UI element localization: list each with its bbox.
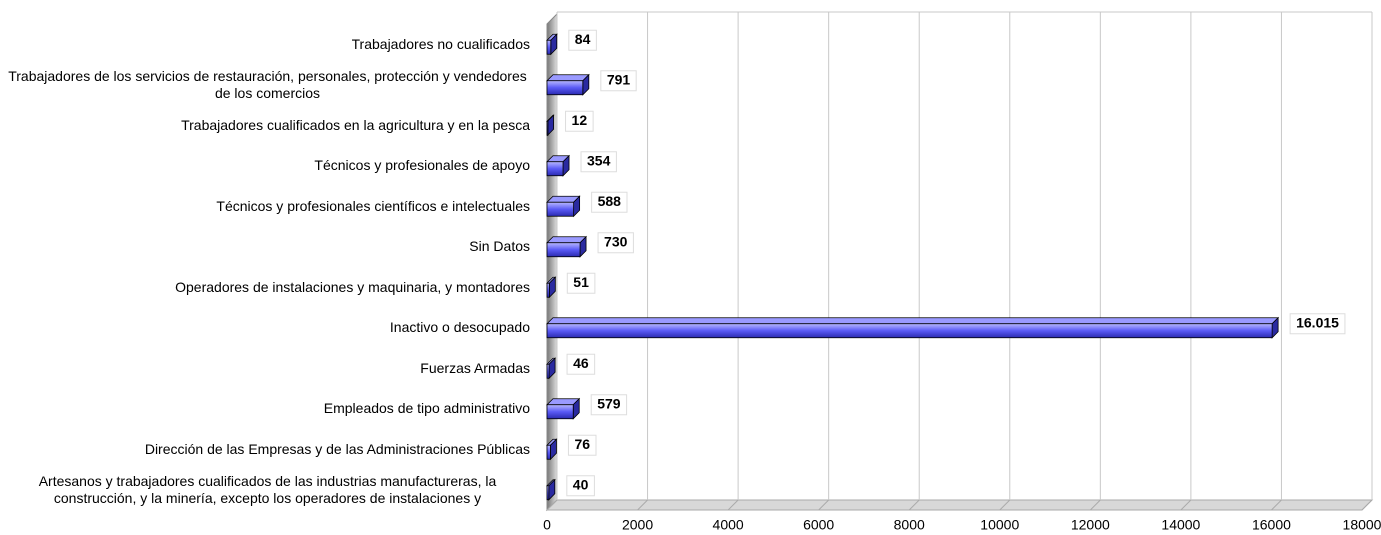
bar [546, 282, 550, 298]
value-label: 51 [573, 274, 589, 290]
y-tick-label-box: Operadores de instalaciones y maquinaria… [0, 267, 530, 307]
x-tick-label: 14000 [1161, 517, 1200, 533]
value-label: 76 [574, 436, 590, 452]
value-label: 40 [573, 476, 589, 492]
bar-top [546, 74, 590, 82]
value-label-box [591, 191, 628, 213]
value-label-box [566, 272, 596, 294]
floor-line [1089, 499, 1101, 511]
bar [546, 120, 549, 136]
y-tick-label: Artesanos y trabajadores cualificados de… [38, 472, 497, 506]
floor-line [727, 499, 739, 511]
value-label: 791 [607, 71, 631, 87]
bar [546, 242, 581, 258]
value-label: 354 [587, 152, 611, 168]
y-tick-label: Trabajadores cualificados en la agricult… [181, 116, 530, 133]
floor-line [908, 499, 920, 511]
floor-line [637, 499, 648, 511]
y-tick-label-box: Técnicos y profesionales de apoyo [0, 146, 530, 186]
value-label-box [580, 151, 617, 173]
value-label-box [597, 232, 634, 254]
bar [546, 161, 564, 177]
y-tick-label: Técnicos y profesionales científicos e i… [216, 197, 530, 214]
y-tick-label-wrap: Fuerzas Armadas [0, 348, 530, 388]
value-label-box [565, 110, 594, 132]
y-tick-label: Trabajadores no cualificados [351, 35, 530, 52]
x-tick-label: 16000 [1252, 517, 1291, 533]
y-tick-label-box: Trabajadores cualificados en la agricult… [0, 105, 530, 145]
y-tick-label-box: Empleados de tipo administrativo [0, 389, 530, 429]
y-tick-label-wrap: Trabajadores cualificados en la agricult… [0, 105, 530, 145]
y-tick-label: Trabajadores de los servicios de restaur… [8, 67, 527, 101]
y-tick-label-box: Trabajadores no cualificados [0, 24, 530, 64]
y-tick-label: Fuerzas Armadas [420, 359, 530, 376]
floor-line [546, 499, 558, 511]
y-tick-label: Operadores de instalaciones y maquinaria… [175, 278, 530, 295]
y-tick-label-wrap: Sin Datos [0, 227, 530, 267]
x-tick-label: 18000 [1343, 517, 1381, 533]
y-tick-label-box: Dirección de las Empresas y de las Admin… [0, 429, 530, 469]
value-label: 588 [598, 193, 622, 209]
bar [546, 485, 550, 501]
bar-top [546, 236, 588, 244]
y-tick-label-box: Trabajadores de los servicios de restaur… [0, 65, 530, 105]
y-tick-label: Sin Datos [469, 238, 530, 255]
bar [546, 201, 575, 217]
y-tick-label-wrap: Trabajadores no cualificados [0, 24, 530, 64]
value-label: 46 [573, 355, 589, 371]
value-label-box [590, 394, 628, 416]
value-label-box [568, 29, 597, 51]
y-tick-label: Empleados de tipo administrativo [323, 400, 530, 417]
y-tick-label: Dirección de las Empresas y de las Admin… [144, 440, 530, 457]
floor-line [1180, 499, 1192, 511]
bar [546, 404, 574, 420]
floor-line [1361, 499, 1373, 511]
y-tick-label: Técnicos y profesionales de apoyo [314, 157, 530, 174]
value-label-box [1289, 313, 1346, 335]
value-label: 730 [604, 233, 628, 249]
floor-line [818, 499, 830, 511]
y-tick-label-box: Fuerzas Armadas [0, 348, 530, 388]
x-tick-label: 8000 [894, 517, 925, 533]
y-tick-label-wrap: Dirección de las Empresas y de las Admin… [0, 429, 530, 469]
y-tick-label-wrap: Técnicos y profesionales científicos e i… [0, 186, 530, 226]
y-tick-label-wrap: Artesanos y trabajadores cualificados de… [0, 470, 530, 510]
value-label-box [566, 475, 595, 497]
y-tick-label-wrap: Empleados de tipo administrativo [0, 389, 530, 429]
value-label: 84 [575, 31, 591, 47]
bar [546, 444, 551, 460]
x-tick-label: 10000 [980, 517, 1019, 533]
value-label: 12 [572, 112, 588, 128]
bar [546, 363, 550, 379]
x-tick-label: 4000 [713, 517, 744, 533]
floor [545, 499, 1374, 511]
floor-line [999, 499, 1011, 511]
x-tick-label: 6000 [803, 517, 834, 533]
bar [546, 323, 1273, 339]
x-tick-label: 12000 [1071, 517, 1110, 533]
x-tick-label: 2000 [622, 517, 653, 533]
value-label: 16.015 [1296, 314, 1339, 330]
value-label-box [567, 434, 597, 456]
bar-top [546, 317, 1280, 325]
x-tick-label: 0 [543, 517, 551, 533]
y-tick-label-box: Artesanos y trabajadores cualificados de… [0, 470, 530, 510]
value-label-box [600, 70, 637, 92]
y-tick-label-wrap: Inactivo o desocupado [0, 308, 530, 348]
bar [546, 39, 552, 55]
value-label-box [566, 353, 596, 375]
floor-line [1271, 499, 1282, 511]
bar [546, 80, 584, 96]
y-tick-label-wrap: Técnicos y profesionales de apoyo [0, 146, 530, 186]
value-label: 579 [597, 395, 621, 411]
y-tick-label-box: Sin Datos [0, 227, 530, 267]
y-tick-label-wrap: Trabajadores de los servicios de restaur… [0, 65, 530, 105]
y-tick-label-box: Inactivo o desocupado [0, 308, 530, 348]
y-tick-label: Inactivo o desocupado [389, 319, 530, 336]
y-tick-label-wrap: Operadores de instalaciones y maquinaria… [0, 267, 530, 307]
y-tick-label-box: Técnicos y profesionales científicos e i… [0, 186, 530, 226]
